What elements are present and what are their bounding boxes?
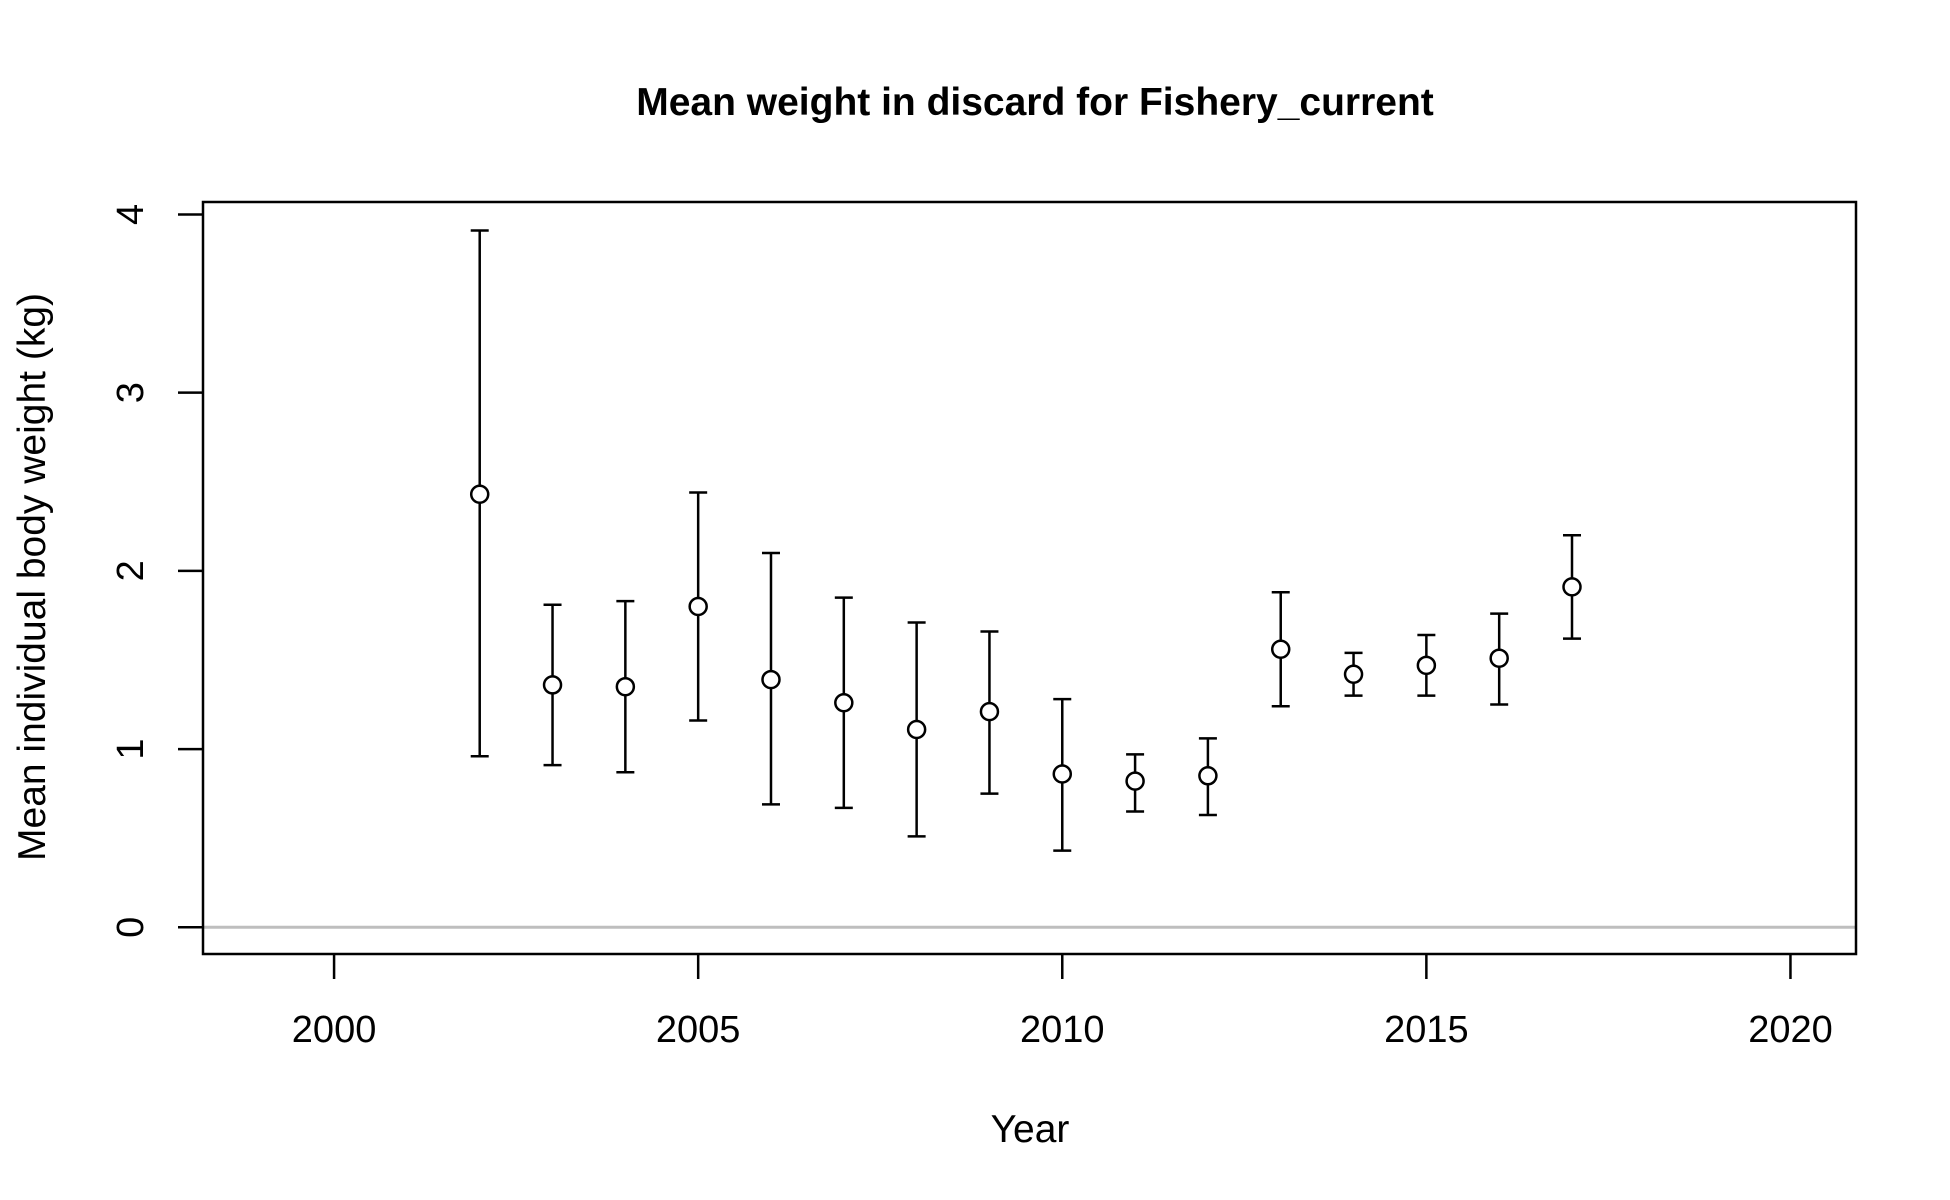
x-tick-label: 2020 — [1748, 1009, 1833, 1051]
data-point — [1198, 766, 1218, 786]
data-point — [1270, 639, 1291, 660]
y-tick-label: 0 — [110, 917, 152, 938]
y-tick-label: 4 — [110, 204, 152, 225]
data-point — [761, 669, 781, 690]
y-tick-label: 2 — [110, 560, 152, 581]
data-point — [1125, 771, 1145, 791]
data-point — [1052, 764, 1073, 784]
chart-title: Mean weight in discard for Fishery_curre… — [636, 81, 1434, 124]
data-point — [1562, 577, 1582, 597]
x-tick-label: 2000 — [292, 1009, 377, 1051]
data-point — [1343, 664, 1364, 684]
data-point — [615, 676, 636, 697]
data-point — [906, 719, 927, 740]
data-point — [1489, 648, 1509, 668]
x-tick-label: 2010 — [1020, 1009, 1105, 1051]
x-tick-label: 2015 — [1384, 1009, 1469, 1051]
plot-frame — [201, 200, 1858, 956]
x-tick-label: 2005 — [656, 1009, 741, 1051]
y-tick-label: 3 — [110, 382, 152, 403]
data-point — [688, 596, 708, 617]
data-point — [979, 701, 1000, 722]
data-point — [542, 675, 563, 695]
x-axis-label: Year — [991, 1108, 1070, 1151]
y-tick-label: 1 — [110, 739, 152, 760]
y-axis-label: Mean individual body weight (kg) — [11, 293, 54, 861]
data-point — [469, 484, 490, 504]
data-point — [834, 692, 854, 713]
data-point — [1416, 655, 1437, 676]
